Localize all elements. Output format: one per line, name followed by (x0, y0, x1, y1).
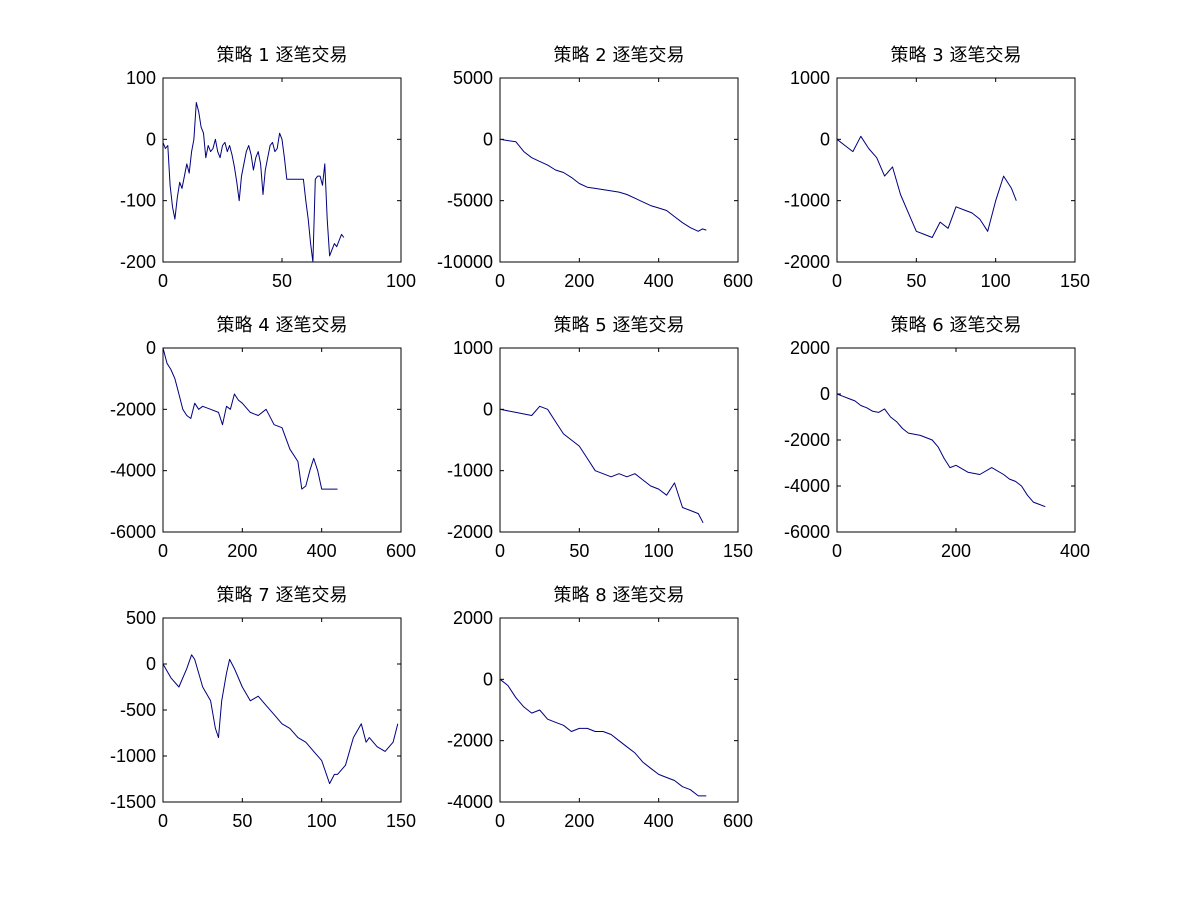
subplot-1: -200 -100 0 100 0 50 100 策略 1 逐笔交易 (120, 45, 416, 291)
y-tick-label: 0 (483, 399, 493, 419)
axes-box (499, 617, 739, 803)
x-tick-label: 100 (386, 271, 416, 291)
x-tick-label: 150 (1060, 271, 1090, 291)
series-line-1 (499, 138, 707, 232)
y-tick-label: 0 (146, 338, 156, 358)
y-tick-label: -4000 (447, 792, 493, 812)
chart-title: 策略 3 逐笔交易 (891, 45, 1022, 66)
series-line-1 (162, 347, 338, 490)
y-tick-label: 0 (146, 129, 156, 149)
chart-title: 策略 5 逐笔交易 (554, 315, 685, 336)
x-tick-label: 100 (981, 271, 1011, 291)
x-tick-label: 200 (564, 271, 594, 291)
x-tick-label: 0 (495, 811, 505, 831)
subplot-7: -1500 -1000 -500 0 500 0 50 100 150 策略 7 逐笔交易 (110, 585, 416, 831)
chart-title: 策略 8 逐笔交易 (554, 585, 685, 606)
y-tick-label: 500 (126, 608, 156, 628)
axes-box (499, 347, 739, 533)
chart-title: 策略 4 逐笔交易 (217, 315, 348, 336)
chart-title: 策略 1 逐笔交易 (217, 45, 348, 66)
y-tick-label: 0 (483, 669, 493, 689)
x-tick-label: 150 (386, 811, 416, 831)
subplot-8: -4000 -2000 0 2000 0 200 400 600 策略 8 逐笔交易 (447, 585, 753, 831)
chart-title: 策略 2 逐笔交易 (554, 45, 685, 66)
x-tick-label: 200 (564, 811, 594, 831)
x-tick-label: 0 (158, 271, 168, 291)
y-tick-label: -6000 (110, 522, 156, 542)
x-tick-label: 50 (232, 811, 252, 831)
x-tick-label: 600 (723, 811, 753, 831)
x-tick-label: 400 (644, 271, 674, 291)
x-tick-label: 200 (941, 541, 971, 561)
y-tick-label: -1000 (784, 191, 830, 211)
x-tick-label: 0 (832, 271, 842, 291)
x-tick-label: 0 (832, 541, 842, 561)
y-tick-label: -2000 (110, 399, 156, 419)
y-tick-label: -1500 (110, 792, 156, 812)
axes-box (499, 77, 739, 263)
axes-box (836, 77, 1076, 263)
subplot-2: -10000 -5000 0 5000 0 200 400 600 策略 2 逐笔交易 (437, 45, 753, 291)
series-line-1 (162, 654, 399, 785)
subplot-4: -6000 -4000 -2000 0 0 200 400 600 策略 4 逐笔交易 (110, 315, 416, 561)
y-tick-label: 100 (126, 68, 156, 88)
y-tick-label: 2000 (453, 608, 493, 628)
subplot-3: -2000 -1000 0 1000 0 50 100 150 策略 3 逐笔交易 (784, 45, 1090, 291)
axes-box (836, 347, 1076, 533)
y-tick-label: 0 (820, 384, 830, 404)
y-tick-label: -2000 (784, 430, 830, 450)
series-line-1 (499, 678, 707, 797)
x-tick-label: 0 (158, 541, 168, 561)
axes-box (162, 77, 402, 263)
y-tick-label: -10000 (437, 252, 493, 272)
x-tick-label: 400 (1060, 541, 1090, 561)
x-tick-label: 50 (906, 271, 926, 291)
x-tick-label: 150 (723, 541, 753, 561)
x-tick-label: 50 (569, 541, 589, 561)
y-tick-label: -200 (120, 252, 156, 272)
subplot-6: -6000 -4000 -2000 0 2000 0 200 400 策略 6 逐笔交易 (784, 315, 1090, 561)
x-tick-label: 100 (644, 541, 674, 561)
x-tick-label: 600 (386, 541, 416, 561)
x-tick-label: 200 (227, 541, 257, 561)
y-tick-label: -2000 (447, 731, 493, 751)
y-tick-label: 1000 (790, 68, 830, 88)
series-line-1 (162, 102, 345, 263)
y-tick-label: -4000 (110, 461, 156, 481)
x-tick-label: 0 (495, 271, 505, 291)
y-tick-label: -5000 (447, 191, 493, 211)
axes-box (162, 347, 402, 533)
y-tick-label: -2000 (447, 522, 493, 542)
x-tick-label: 0 (158, 811, 168, 831)
y-tick-label: -500 (120, 700, 156, 720)
y-tick-label: 2000 (790, 338, 830, 358)
x-tick-label: 400 (644, 811, 674, 831)
y-tick-label: -4000 (784, 476, 830, 496)
x-tick-label: 600 (723, 271, 753, 291)
x-tick-label: 400 (307, 541, 337, 561)
x-tick-label: 100 (307, 811, 337, 831)
y-tick-label: 0 (820, 129, 830, 149)
x-tick-label: 0 (495, 541, 505, 561)
y-tick-label: -1000 (110, 746, 156, 766)
y-tick-label: -100 (120, 191, 156, 211)
series-line-1 (836, 135, 1017, 238)
y-tick-label: 0 (146, 654, 156, 674)
series-line-1 (836, 393, 1046, 508)
y-tick-label: -2000 (784, 252, 830, 272)
y-tick-label: -1000 (447, 461, 493, 481)
y-tick-label: -6000 (784, 522, 830, 542)
axes-box (162, 617, 402, 803)
x-tick-label: 50 (272, 271, 292, 291)
chart-title: 策略 7 逐笔交易 (217, 585, 348, 606)
subplot-5: -2000 -1000 0 1000 0 50 100 150 策略 5 逐笔交易 (447, 315, 753, 561)
chart-title: 策略 6 逐笔交易 (891, 315, 1022, 336)
y-tick-label: 1000 (453, 338, 493, 358)
series-line-1 (499, 405, 704, 524)
y-tick-label: 0 (483, 129, 493, 149)
y-tick-label: 5000 (453, 68, 493, 88)
